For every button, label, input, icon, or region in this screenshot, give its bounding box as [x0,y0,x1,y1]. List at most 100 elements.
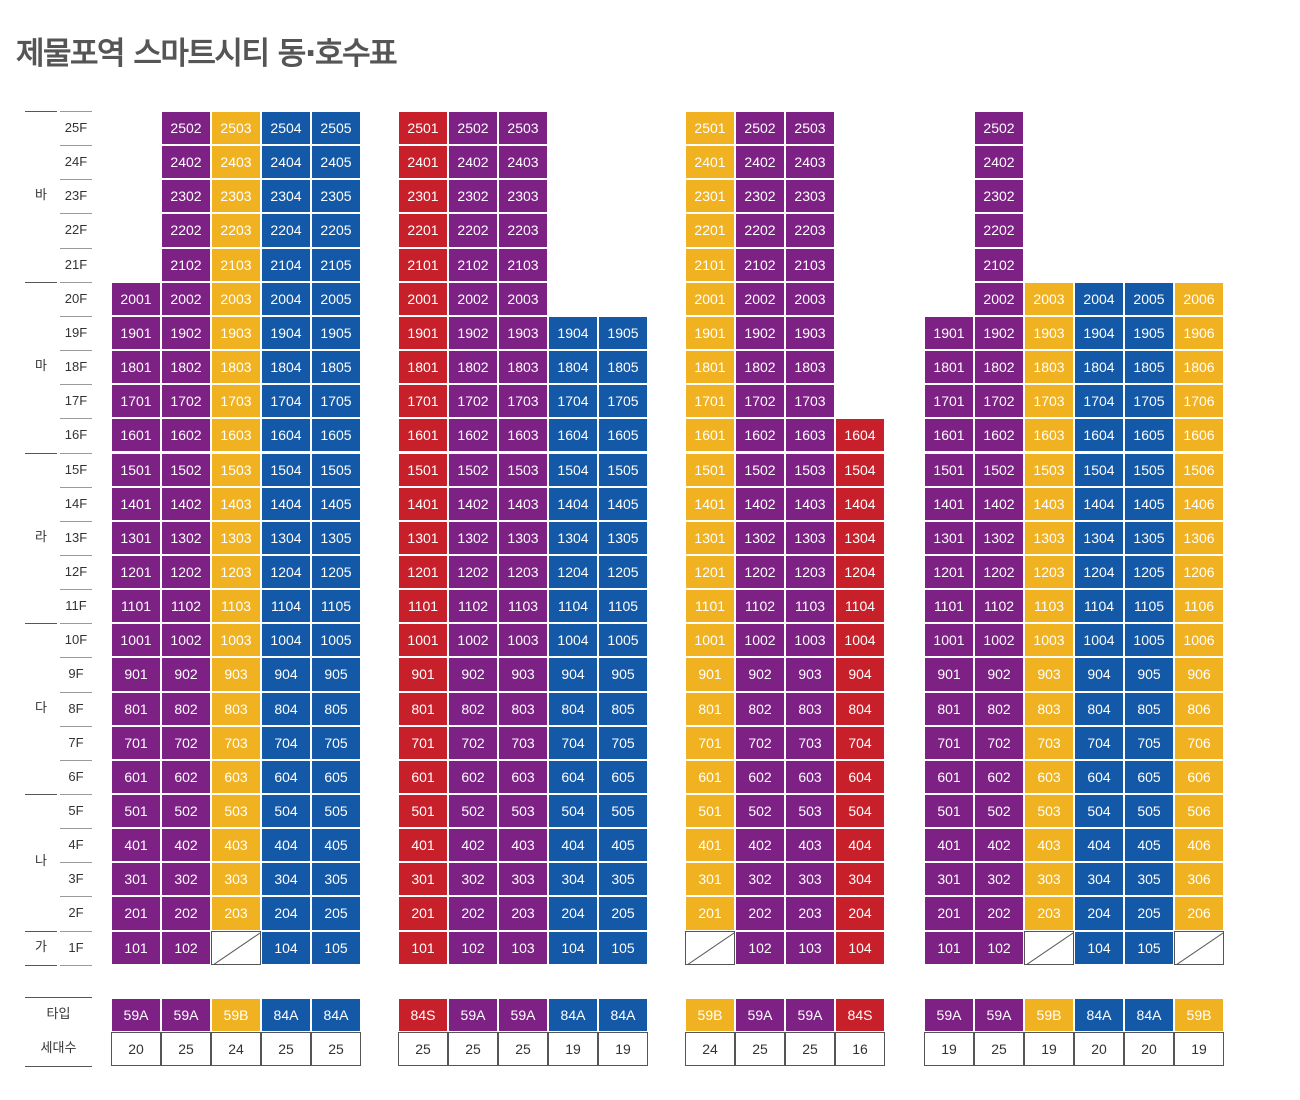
unit-cell: 605 [598,759,648,794]
unit-cell: 303 [498,862,548,897]
unit-cell: 401 [924,828,974,863]
unit-cell: 802 [161,691,211,726]
unit-cell: 2301 [685,179,735,214]
unit-cell: 1004 [1074,623,1124,658]
unit-cell: 2402 [161,145,211,180]
unit-cell: 1303 [785,520,835,555]
unit-cell: 2503 [785,111,835,146]
type-cell: 84S [398,998,448,1033]
unit-cell: 1701 [924,384,974,419]
unit-cell: 1802 [448,350,498,385]
unit-cell: 1704 [548,384,598,419]
type-row-label: 타입 [46,1007,71,1022]
unit-cell: 1903 [498,315,548,351]
unit-cell: 701 [924,725,974,760]
unit-cell: 1804 [261,350,311,385]
floor-label: 3F [68,871,84,887]
unit-cell: 1604 [548,418,598,453]
unit-cell: 601 [398,759,448,794]
unit-cell: 1301 [685,520,735,555]
unit-cell: 205 [598,896,648,931]
floor-divider [60,179,92,181]
unit-cell: 1204 [548,554,598,590]
unit-cell: 1504 [548,452,598,487]
type-cell: 84S [835,998,885,1033]
unit-cell: 2002 [161,281,211,316]
unit-cell: 102 [448,930,498,965]
unit-cell: 1305 [311,520,361,555]
unit-cell: 2504 [261,111,311,146]
unit-cell: 1101 [111,589,161,624]
unit-cell: 301 [685,862,735,897]
floor-group-label: 나 [35,854,47,870]
unit-cell: 1404 [1074,486,1124,521]
floor-label: 14F [64,495,88,511]
floor-label: 24F [64,154,88,170]
unit-cell: 903 [211,657,261,692]
unit-cell: 606 [1174,759,1224,794]
unit-cell: 2203 [498,213,548,248]
type-cell: 84A [548,998,598,1033]
unit-cell: 604 [548,759,598,794]
floor-label: 6F [68,768,84,784]
unit-cell: 1504 [261,452,311,487]
unit-cell: 1705 [598,384,648,419]
unit-cell: 405 [311,828,361,863]
unit-cell: 105 [311,930,361,965]
unit-cell: 301 [111,862,161,897]
unit-cell: 703 [1024,725,1074,760]
unit-cell: 1206 [1174,554,1224,590]
unit-cell: 2102 [974,247,1024,282]
unit-cell: 1402 [735,486,785,521]
unit-cell: 304 [548,862,598,897]
unit-cell: 601 [685,759,735,794]
empty-unit [685,930,735,965]
unit-cell: 101 [111,930,161,965]
unit-cell: 503 [498,794,548,829]
unit-cell: 704 [261,725,311,760]
unit-cell: 903 [498,657,548,692]
unit-cell: 2403 [785,145,835,180]
unit-cell: 1003 [211,623,261,658]
floor-group-label: 바 [35,188,47,204]
unit-cell: 1505 [1124,452,1174,487]
unit-cell: 1104 [1074,589,1124,624]
unit-cell: 2103 [498,247,548,282]
households-cell: 19 [924,1032,974,1066]
unit-cell: 1506 [1174,452,1224,487]
diagonal-slash [213,932,260,964]
unit-cell: 104 [548,930,598,965]
unit-cell: 1706 [1174,384,1224,419]
unit-cell: 403 [498,828,548,863]
unit-cell: 305 [1124,862,1174,897]
floor-label: 5F [68,803,84,818]
unit-cell: 506 [1174,794,1224,829]
unit-cell: 803 [211,691,261,726]
unit-cell: 902 [974,657,1024,692]
unit-cell: 701 [398,725,448,760]
unit-cell: 1204 [261,554,311,590]
unit-cell: 2001 [111,281,161,316]
unit-cell: 2502 [161,111,211,146]
unit-cell: 1205 [598,554,648,590]
unit-cell: 1502 [161,452,211,487]
floor-label: 19F [64,324,88,340]
unit-cell: 1203 [498,554,548,590]
unit-cell: 505 [598,794,648,829]
unit-cell: 1202 [161,554,211,590]
unit-cell: 2403 [498,145,548,180]
unit-cell: 1802 [974,350,1024,385]
unit-cell: 1001 [398,623,448,658]
unit-cell: 405 [598,828,648,863]
unit-cell: 2303 [211,179,261,214]
unit-cell: 1002 [448,623,498,658]
floor-divider [60,964,92,966]
unit-cell: 1105 [1124,589,1174,624]
unit-cell: 1005 [311,623,361,658]
floor-group-divider [25,452,57,454]
type-cell: 84A [311,998,361,1033]
unit-cell: 1004 [548,623,598,658]
unit-cell: 2001 [685,281,735,316]
unit-cell: 402 [974,828,1024,863]
